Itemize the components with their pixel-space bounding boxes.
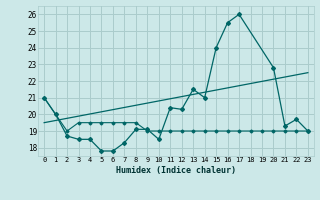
X-axis label: Humidex (Indice chaleur): Humidex (Indice chaleur): [116, 166, 236, 175]
